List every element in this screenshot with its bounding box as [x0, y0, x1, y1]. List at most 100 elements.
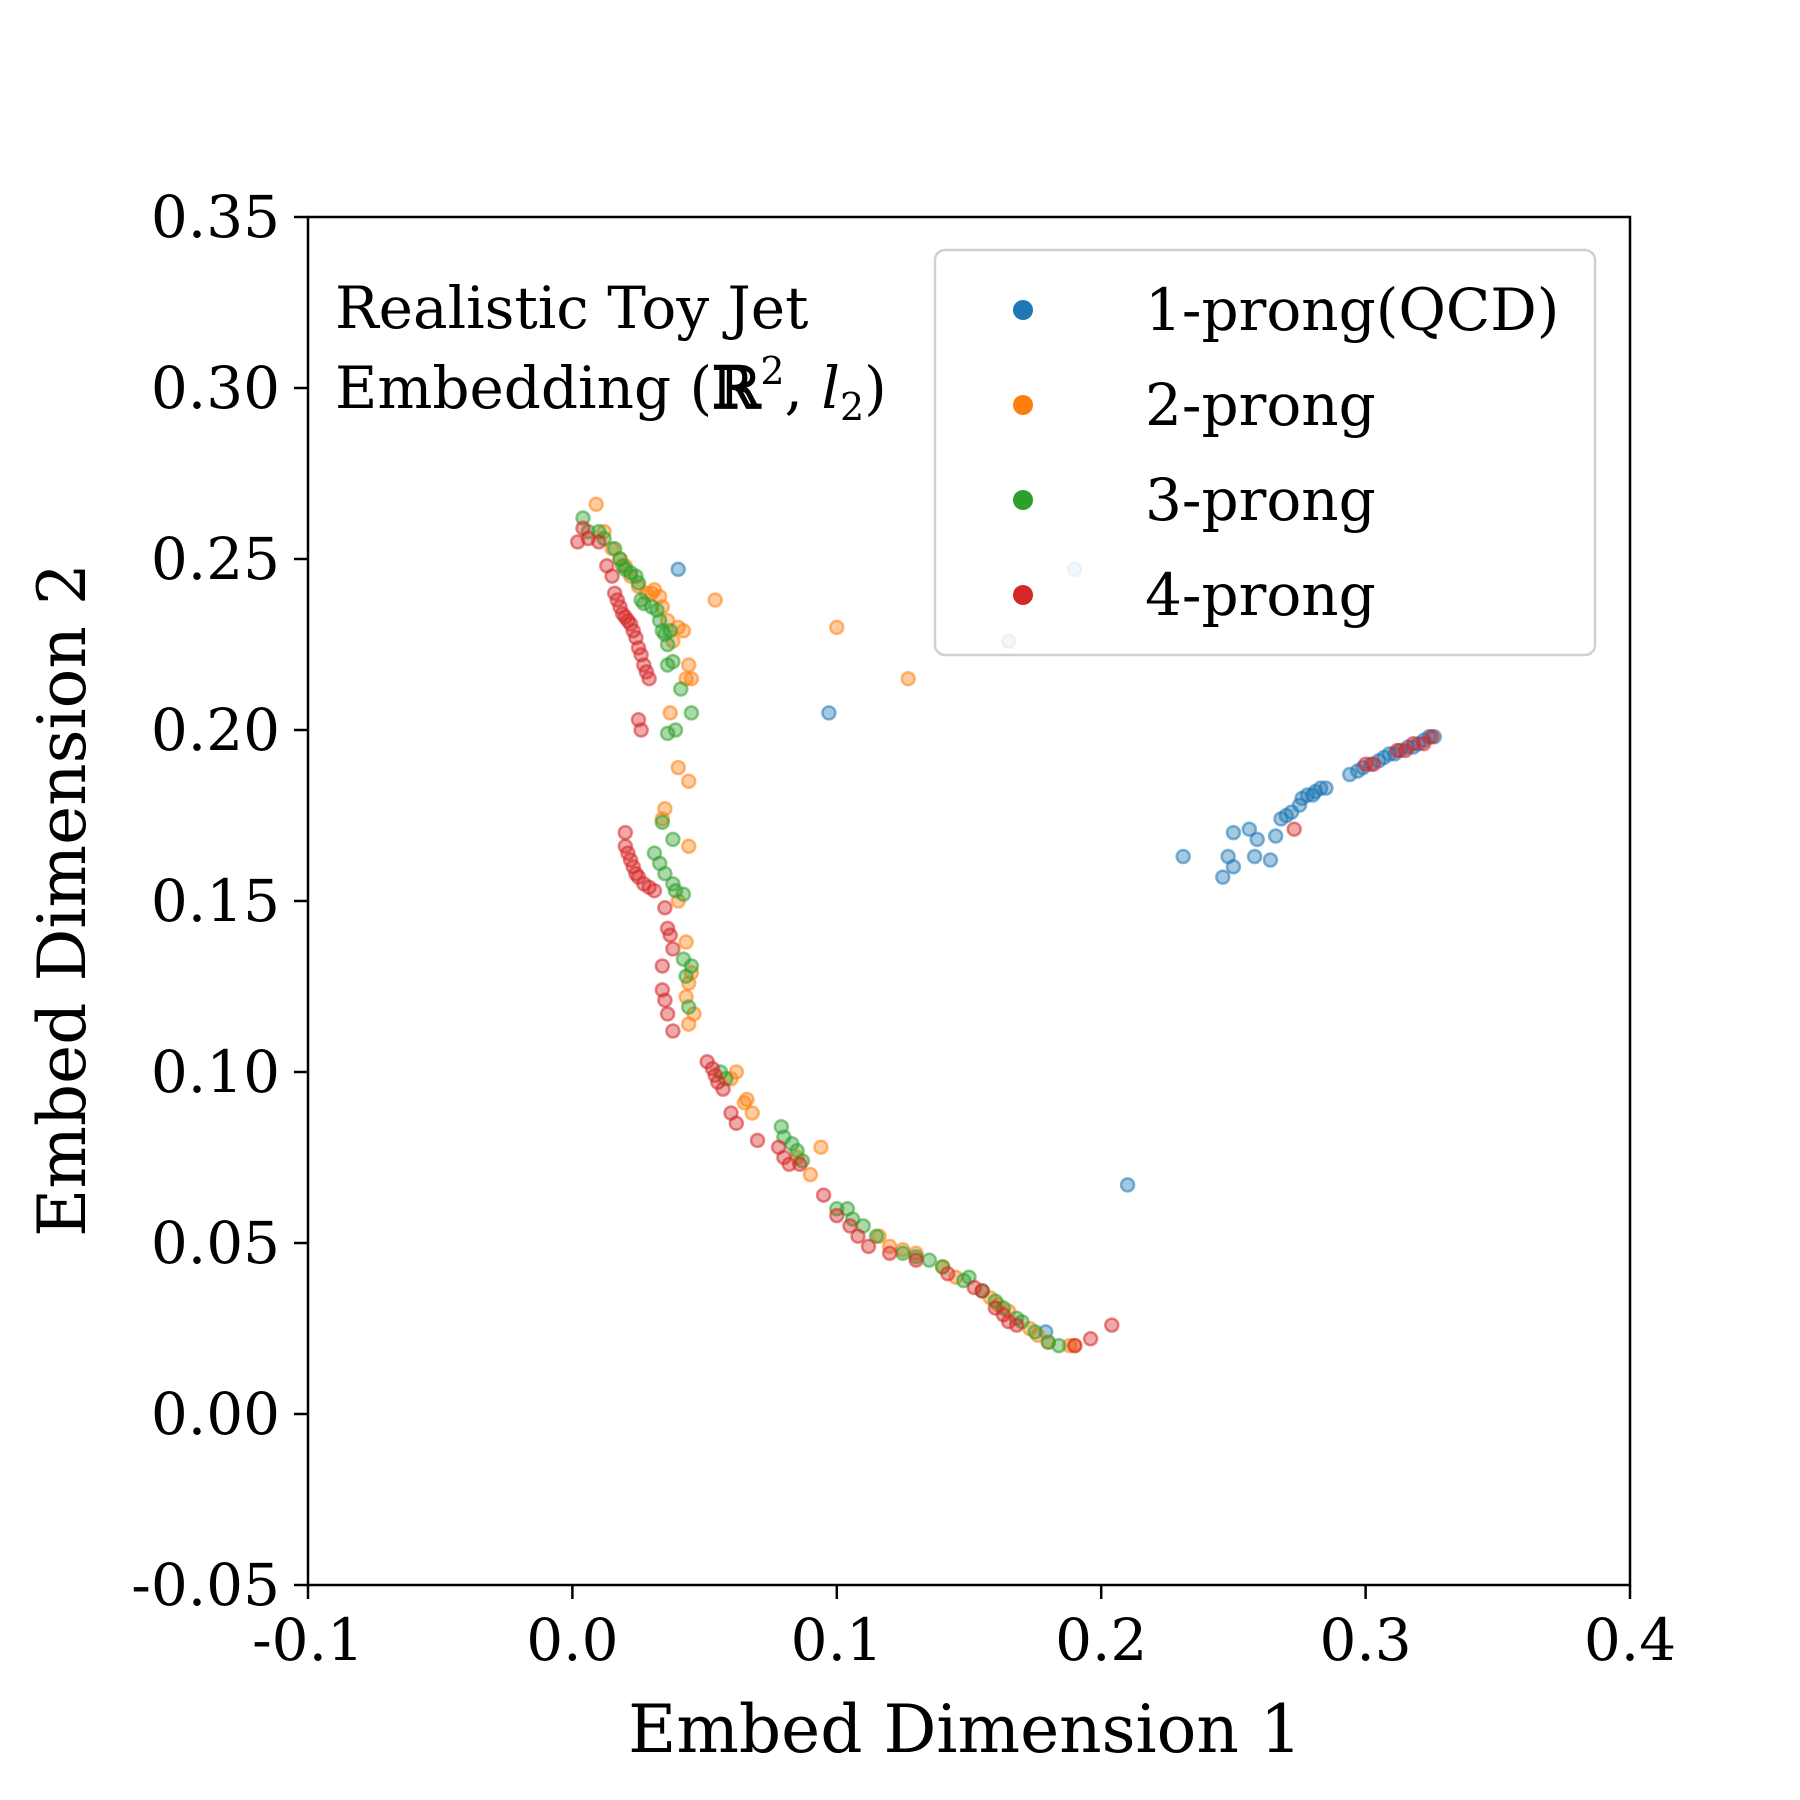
y-tick-label: 0.35 [151, 183, 280, 251]
data-point [1000, 1313, 1017, 1330]
data-point [646, 882, 663, 899]
plot-area-frame [306, 215, 1632, 1587]
y-tick-label: 0.10 [151, 1038, 280, 1106]
y-tick-label: 0.20 [151, 696, 280, 764]
data-point [821, 705, 837, 721]
data-point [662, 623, 678, 639]
data-point [781, 1156, 797, 1173]
data-point [659, 636, 676, 653]
legend-label: 4-prong [1145, 561, 1376, 629]
y-tick-label: 0.00 [151, 1380, 280, 1448]
data-point [657, 992, 673, 1008]
data-point [1051, 1337, 1067, 1354]
series-1-points [670, 561, 1443, 1340]
data-point [667, 722, 684, 738]
data-point [1318, 780, 1334, 796]
data-point [850, 1228, 866, 1244]
data-point [802, 1166, 819, 1183]
data-point [1027, 1324, 1043, 1340]
data-point [659, 657, 676, 673]
data-point [654, 958, 671, 974]
data-point [1008, 1317, 1025, 1333]
data-point [654, 814, 671, 831]
y-tick-label: 0.15 [151, 867, 280, 935]
data-point [815, 1187, 832, 1203]
data-point [641, 670, 657, 687]
data-point [604, 568, 620, 584]
data-point [792, 1156, 808, 1173]
annotation-line-1: Realistic Toy Jet [335, 274, 808, 342]
data-point [1225, 859, 1242, 875]
data-point [813, 1139, 829, 1155]
data-point [744, 1105, 760, 1121]
legend-marker [1013, 300, 1033, 320]
data-point [665, 831, 681, 848]
data-point [678, 934, 694, 950]
series-4-points [569, 520, 1440, 1354]
legend-label: 2-prong [1145, 371, 1376, 439]
data-point [680, 657, 697, 673]
data-point [680, 999, 697, 1015]
data-point [1067, 1337, 1083, 1354]
x-tick-label: 0.3 [1319, 1606, 1411, 1674]
data-point [630, 575, 647, 591]
data-point [617, 824, 634, 841]
data-point [715, 1081, 731, 1097]
data-point [1262, 852, 1279, 868]
data-point [662, 705, 678, 721]
x-axis-label: Embed Dimension 1 [628, 1691, 1302, 1768]
data-point [1246, 848, 1263, 865]
data-point [1312, 780, 1329, 796]
x-axis-ticks: -0.1 0.0 0.1 0.2 0.3 0.4 [252, 1585, 1676, 1674]
data-point [683, 705, 700, 721]
legend-box [933, 248, 1597, 657]
scatter-points [569, 496, 1443, 1354]
data-point [680, 773, 697, 790]
legend: 1-prong(QCD) 2-prong 3-prong 4-prong [933, 248, 1597, 657]
data-point [860, 1238, 877, 1255]
x-tick-label: -0.1 [252, 1606, 364, 1674]
data-point [1082, 1331, 1099, 1347]
data-point [829, 1207, 845, 1224]
x-tick-label: 0.2 [1055, 1606, 1147, 1674]
data-point [1341, 766, 1358, 783]
data-point [829, 619, 845, 636]
data-point [749, 1132, 766, 1149]
data-point [657, 865, 673, 882]
data-point [1119, 1177, 1136, 1193]
data-point [675, 886, 692, 902]
data-point [842, 1218, 858, 1234]
data-point [678, 968, 694, 984]
data-point [665, 941, 681, 957]
data-point [1175, 848, 1191, 865]
legend-label: 1-prong(QCD) [1145, 276, 1559, 344]
data-point [591, 534, 607, 550]
data-point [675, 623, 692, 639]
legend-marker [1013, 395, 1033, 415]
annotation-text: Realistic Toy Jet Embedding (ℝ2, l2) [335, 274, 887, 429]
data-point [921, 1252, 938, 1268]
data-point [868, 1228, 885, 1244]
x-tick-label: 0.4 [1584, 1606, 1676, 1674]
data-point [633, 722, 649, 738]
data-point [659, 1006, 676, 1022]
y-axis-ticks: -0.05 0.00 0.05 0.10 0.15 0.20 0.25 0.30 0.35 [131, 183, 308, 1619]
data-point [1104, 1317, 1120, 1333]
data-point [1423, 729, 1440, 745]
data-point [670, 759, 686, 776]
x-tick-label: 0.1 [791, 1606, 883, 1674]
data-point [1215, 869, 1231, 885]
data-point [728, 1064, 745, 1080]
legend-label: 3-prong [1145, 466, 1376, 534]
x-tick-label: 0.0 [526, 1606, 618, 1674]
legend-marker [1013, 490, 1033, 510]
data-point [667, 882, 684, 899]
data-point [1267, 828, 1284, 844]
data-point [680, 1016, 697, 1032]
data-point [1225, 824, 1242, 841]
data-point [657, 900, 673, 916]
data-point [895, 1245, 911, 1262]
data-point [739, 1091, 755, 1108]
data-point [1286, 821, 1302, 837]
data-point [728, 1115, 745, 1132]
